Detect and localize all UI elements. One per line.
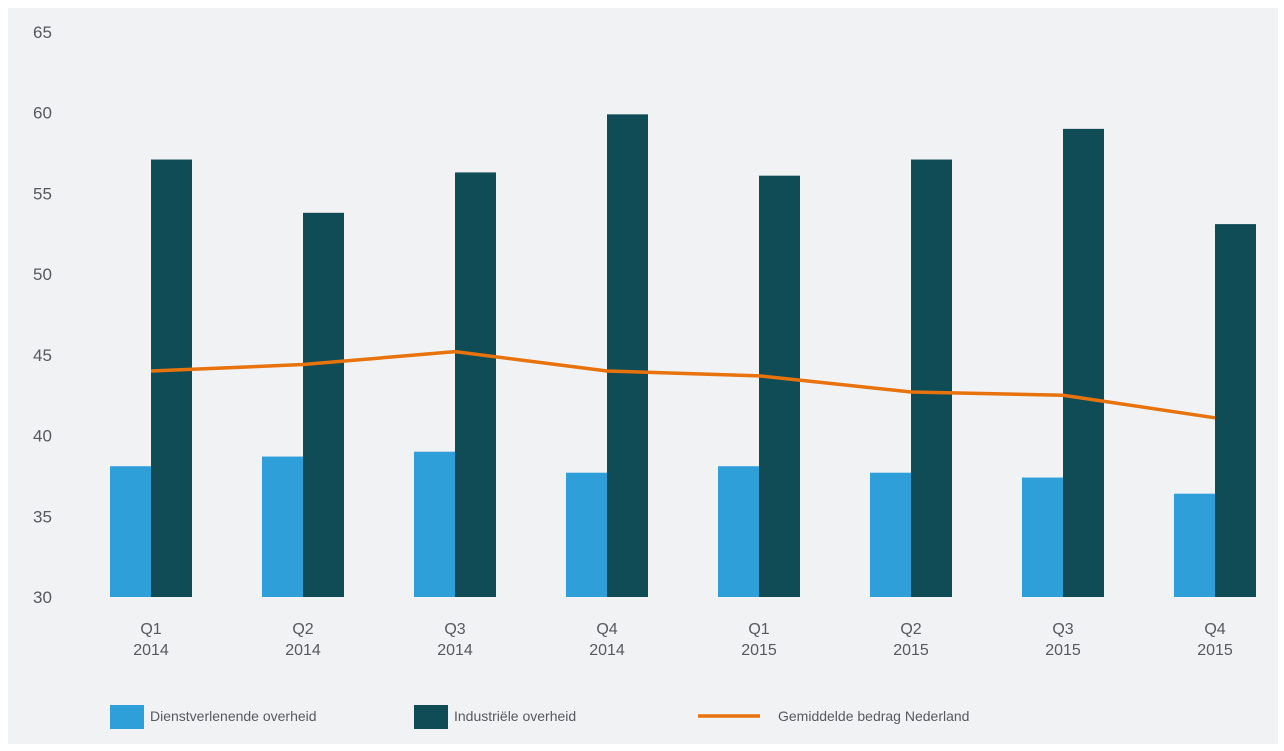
legend-label-dienstverlenende: Dienstverlenende overheid bbox=[150, 708, 317, 724]
x-tick-quarter: Q4 bbox=[596, 621, 617, 638]
x-tick-year: 2015 bbox=[1197, 642, 1233, 659]
x-tick-quarter: Q3 bbox=[444, 621, 465, 638]
x-tick-year: 2014 bbox=[437, 642, 473, 659]
bar-industriele bbox=[1063, 128, 1104, 597]
x-tick-quarter: Q2 bbox=[900, 621, 921, 638]
y-tick-label: 60 bbox=[33, 104, 52, 123]
y-tick-label: 40 bbox=[33, 427, 52, 446]
x-tick-year: 2014 bbox=[285, 642, 321, 659]
bar-industriele bbox=[303, 212, 344, 598]
bar-dienstverlenende bbox=[566, 472, 607, 597]
y-tick-label: 45 bbox=[33, 346, 52, 365]
legend-label-industriele: Industriële overheid bbox=[454, 708, 576, 724]
bar-dienstverlenende bbox=[414, 451, 455, 597]
y-axis: 30 35 40 45 50 55 60 65 bbox=[33, 23, 52, 607]
x-axis: Q1 2014 Q2 2014 Q3 2014 Q4 2014 Q1 2015 Q2 2015 Q3 20… bbox=[133, 621, 1233, 659]
x-tick-year: 2014 bbox=[133, 642, 169, 659]
bar-industriele bbox=[911, 159, 952, 597]
x-tick-quarter: Q2 bbox=[292, 621, 313, 638]
y-tick-label: 65 bbox=[33, 23, 52, 42]
y-tick-label: 35 bbox=[33, 507, 52, 526]
line-gemiddelde-bedrag bbox=[150, 349, 1216, 420]
x-tick-quarter: Q1 bbox=[140, 621, 161, 638]
legend-swatch-dienstverlenende bbox=[110, 705, 144, 729]
x-tick-quarter: Q3 bbox=[1052, 621, 1073, 638]
bar-dienstverlenende bbox=[262, 456, 303, 597]
bar-industriele bbox=[607, 114, 648, 597]
legend-label-gemiddelde: Gemiddelde bedrag Nederland bbox=[778, 708, 969, 724]
x-tick-quarter: Q1 bbox=[748, 621, 769, 638]
bar-industriele bbox=[151, 159, 192, 597]
x-tick-year: 2015 bbox=[741, 642, 777, 659]
y-tick-label: 50 bbox=[33, 265, 52, 284]
bar-dienstverlenende bbox=[1174, 493, 1215, 597]
y-tick-label: 30 bbox=[33, 588, 52, 607]
legend: Dienstverlenende overheid Industriële ove… bbox=[110, 705, 969, 729]
bar-dienstverlenende bbox=[110, 466, 151, 597]
x-tick-quarter: Q4 bbox=[1204, 621, 1225, 638]
average-line-layer bbox=[150, 349, 1216, 420]
bar-dienstverlenende bbox=[1022, 477, 1063, 597]
x-tick-year: 2015 bbox=[1045, 642, 1081, 659]
legend-swatch-industriele bbox=[414, 705, 448, 729]
bar-dienstverlenende bbox=[718, 466, 759, 597]
bar-industriele bbox=[759, 175, 800, 597]
bar-industriele bbox=[1215, 224, 1256, 597]
bar-dienstverlenende bbox=[870, 472, 911, 597]
bars bbox=[110, 114, 1256, 598]
bar-industriele bbox=[455, 172, 496, 597]
x-tick-year: 2014 bbox=[589, 642, 625, 659]
x-tick-year: 2015 bbox=[893, 642, 929, 659]
y-tick-label: 55 bbox=[33, 184, 52, 203]
